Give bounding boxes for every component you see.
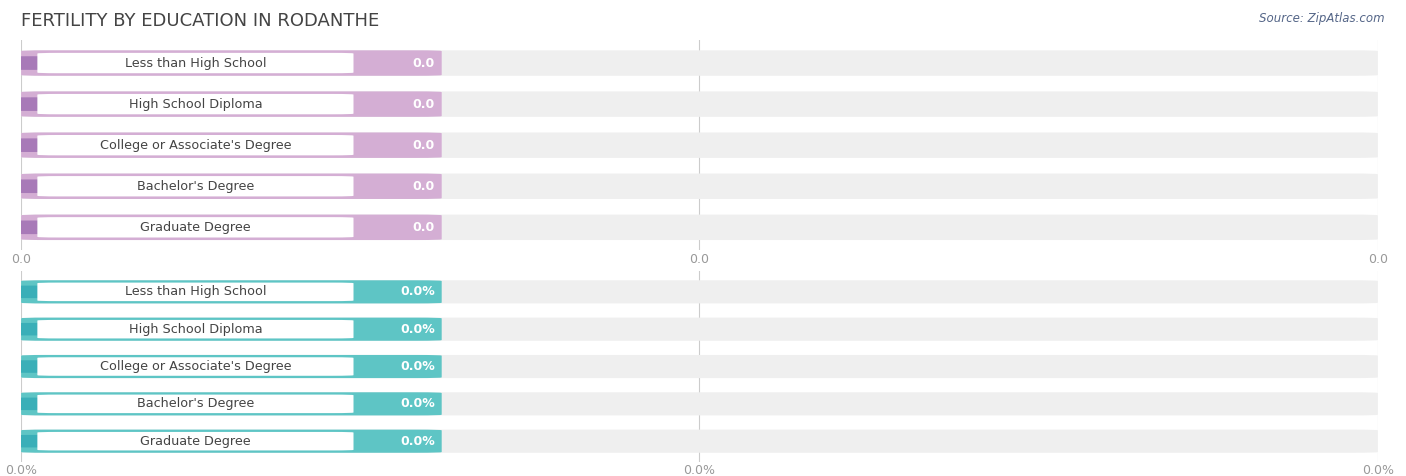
FancyBboxPatch shape bbox=[21, 91, 1378, 117]
FancyBboxPatch shape bbox=[38, 357, 353, 376]
FancyBboxPatch shape bbox=[38, 283, 353, 301]
Text: 0.0%: 0.0% bbox=[401, 323, 434, 336]
Text: FERTILITY BY EDUCATION IN RODANTHE: FERTILITY BY EDUCATION IN RODANTHE bbox=[21, 12, 380, 30]
Ellipse shape bbox=[0, 398, 143, 409]
FancyBboxPatch shape bbox=[21, 355, 1378, 378]
Ellipse shape bbox=[0, 324, 143, 335]
FancyBboxPatch shape bbox=[38, 135, 353, 155]
FancyBboxPatch shape bbox=[21, 317, 441, 341]
Ellipse shape bbox=[0, 57, 143, 69]
FancyBboxPatch shape bbox=[38, 395, 353, 413]
FancyBboxPatch shape bbox=[38, 432, 353, 450]
Ellipse shape bbox=[0, 221, 143, 233]
Text: Graduate Degree: Graduate Degree bbox=[141, 221, 250, 234]
Text: 0.0%: 0.0% bbox=[401, 285, 434, 298]
FancyBboxPatch shape bbox=[21, 392, 1378, 416]
FancyBboxPatch shape bbox=[21, 50, 441, 76]
Text: 0.0: 0.0 bbox=[412, 57, 434, 69]
Ellipse shape bbox=[0, 139, 143, 151]
Text: 0.0: 0.0 bbox=[412, 221, 434, 234]
FancyBboxPatch shape bbox=[21, 91, 441, 117]
Text: 0.0: 0.0 bbox=[412, 180, 434, 193]
Text: College or Associate's Degree: College or Associate's Degree bbox=[100, 360, 291, 373]
Text: Less than High School: Less than High School bbox=[125, 285, 266, 298]
FancyBboxPatch shape bbox=[21, 132, 441, 158]
FancyBboxPatch shape bbox=[21, 317, 1378, 341]
Text: High School Diploma: High School Diploma bbox=[128, 323, 263, 336]
Ellipse shape bbox=[0, 361, 143, 372]
Text: Bachelor's Degree: Bachelor's Degree bbox=[136, 397, 254, 410]
FancyBboxPatch shape bbox=[38, 53, 353, 73]
FancyBboxPatch shape bbox=[21, 392, 441, 416]
FancyBboxPatch shape bbox=[38, 217, 353, 238]
FancyBboxPatch shape bbox=[38, 320, 353, 338]
FancyBboxPatch shape bbox=[21, 215, 1378, 240]
Text: Less than High School: Less than High School bbox=[125, 57, 266, 69]
Text: Bachelor's Degree: Bachelor's Degree bbox=[136, 180, 254, 193]
Text: 0.0: 0.0 bbox=[412, 98, 434, 110]
Ellipse shape bbox=[0, 180, 143, 192]
Text: College or Associate's Degree: College or Associate's Degree bbox=[100, 139, 291, 152]
FancyBboxPatch shape bbox=[21, 430, 441, 453]
Text: 0.0%: 0.0% bbox=[401, 435, 434, 448]
FancyBboxPatch shape bbox=[21, 355, 441, 378]
Ellipse shape bbox=[0, 286, 143, 298]
FancyBboxPatch shape bbox=[38, 94, 353, 114]
FancyBboxPatch shape bbox=[21, 132, 1378, 158]
Text: 0.0: 0.0 bbox=[412, 139, 434, 152]
FancyBboxPatch shape bbox=[38, 176, 353, 197]
FancyBboxPatch shape bbox=[21, 174, 441, 199]
Text: Source: ZipAtlas.com: Source: ZipAtlas.com bbox=[1260, 12, 1385, 25]
FancyBboxPatch shape bbox=[21, 174, 1378, 199]
Text: 0.0%: 0.0% bbox=[401, 397, 434, 410]
Ellipse shape bbox=[0, 436, 143, 447]
Text: 0.0%: 0.0% bbox=[401, 360, 434, 373]
Text: High School Diploma: High School Diploma bbox=[128, 98, 263, 110]
Text: Graduate Degree: Graduate Degree bbox=[141, 435, 250, 448]
FancyBboxPatch shape bbox=[21, 280, 441, 303]
FancyBboxPatch shape bbox=[21, 50, 1378, 76]
FancyBboxPatch shape bbox=[21, 280, 1378, 303]
FancyBboxPatch shape bbox=[21, 215, 441, 240]
FancyBboxPatch shape bbox=[21, 430, 1378, 453]
Ellipse shape bbox=[0, 98, 143, 110]
